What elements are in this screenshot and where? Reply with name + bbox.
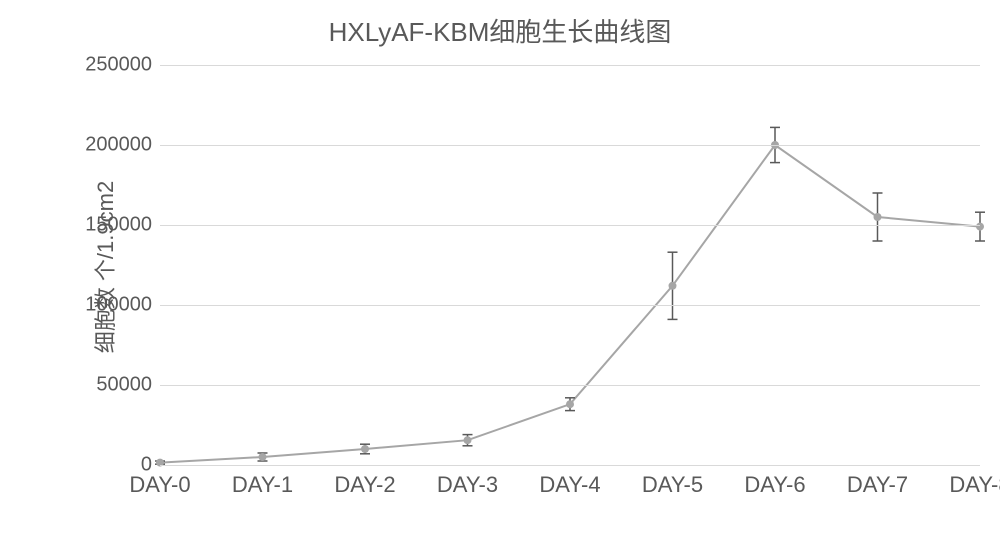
x-tick-label: DAY-5: [642, 472, 703, 498]
y-tick-label: 150000: [52, 214, 152, 237]
data-marker: [464, 436, 472, 444]
x-tick-label: DAY-2: [334, 472, 395, 498]
y-tick-label: 100000: [52, 294, 152, 317]
x-tick-label: DAY-1: [232, 472, 293, 498]
data-line: [160, 145, 980, 463]
plot-area: [160, 65, 980, 465]
gridline: [160, 305, 980, 306]
gridline: [160, 225, 980, 226]
x-tick-label: DAY-3: [437, 472, 498, 498]
data-marker: [259, 453, 267, 461]
x-tick-label: DAY-8: [949, 472, 1000, 498]
gridline: [160, 65, 980, 66]
y-tick-label: 250000: [52, 54, 152, 77]
gridline: [160, 385, 980, 386]
x-tick-label: DAY-0: [129, 472, 190, 498]
y-tick-label: 200000: [52, 134, 152, 157]
x-tick-label: DAY-7: [847, 472, 908, 498]
x-tick-label: DAY-4: [539, 472, 600, 498]
gridline: [160, 465, 980, 466]
y-axis-label: 细胞数 个/1.9cm2: [88, 181, 120, 353]
chart-title: HXLyAF-KBM细胞生长曲线图: [0, 12, 1000, 49]
chart-container: HXLyAF-KBM细胞生长曲线图 细胞数 个/1.9cm2 050000100…: [0, 0, 1000, 534]
line-chart-svg: [160, 65, 980, 465]
data-marker: [874, 213, 882, 221]
x-tick-label: DAY-6: [744, 472, 805, 498]
data-marker: [669, 282, 677, 290]
data-marker: [361, 445, 369, 453]
gridline: [160, 145, 980, 146]
data-marker: [566, 400, 574, 408]
data-marker: [976, 223, 984, 231]
y-tick-label: 50000: [52, 374, 152, 397]
